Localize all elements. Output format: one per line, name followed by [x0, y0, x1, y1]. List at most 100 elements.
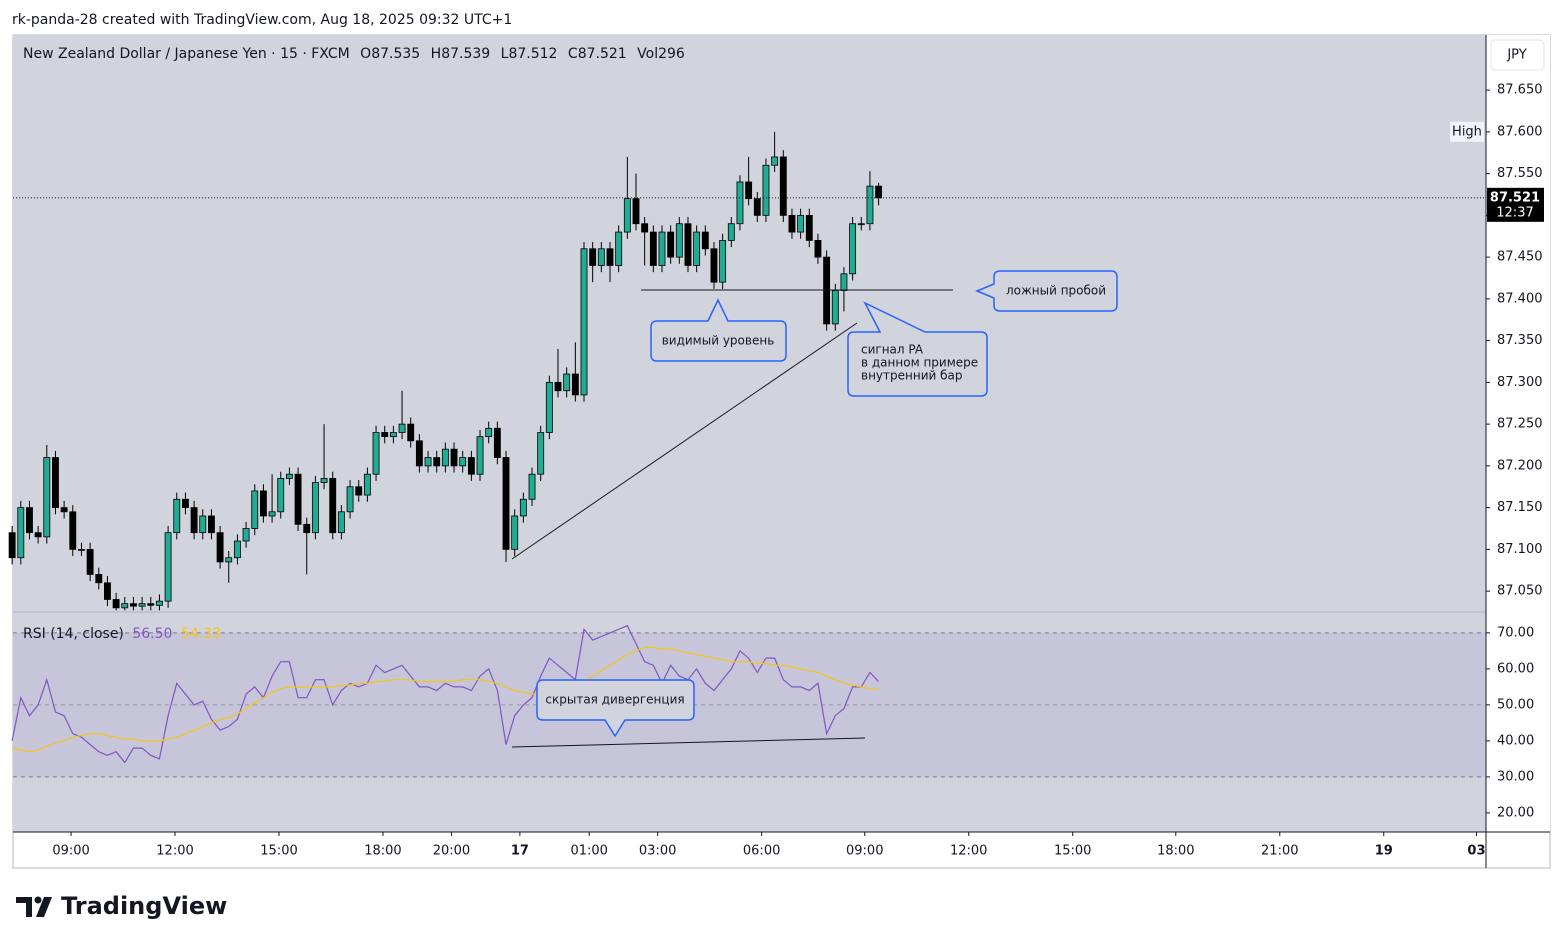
x-tick-label: 15:00	[1054, 844, 1091, 859]
candle-body	[736, 181, 744, 225]
candle-body	[450, 448, 458, 467]
x-tick-label: 15:00	[260, 844, 297, 859]
x-tick-label: 12:00	[156, 844, 193, 859]
legend: New Zealand Dollar / Japanese Yen · 15 ·…	[23, 46, 685, 62]
legend-value: 87.535	[371, 46, 420, 62]
y-tick-label: 87.600	[1497, 124, 1543, 139]
candle-body	[511, 515, 519, 550]
candle-body	[762, 164, 770, 216]
y-tick-label: 20.00	[1497, 805, 1534, 820]
candle-body	[580, 248, 588, 396]
y-tick-label: 87.650	[1497, 83, 1543, 98]
candle-body	[623, 198, 631, 233]
x-tick-label: 17	[511, 844, 529, 859]
y-tick-label: 87.550	[1497, 166, 1543, 181]
legend-key: Vol	[637, 46, 658, 62]
candle-body	[701, 231, 709, 250]
candle-body	[86, 548, 94, 575]
rsi-title: RSI (14, close)	[23, 626, 124, 642]
candle-body	[710, 248, 718, 283]
candle-body	[104, 582, 111, 600]
candle-body	[805, 214, 813, 241]
candle-body	[545, 381, 553, 433]
legend-key: H	[431, 46, 442, 62]
legend-key: C	[568, 46, 578, 62]
y-tick-label: 40.00	[1497, 733, 1534, 748]
candle-body	[251, 490, 259, 529]
x-tick-label: 06:00	[743, 844, 780, 859]
y-tick-label: 87.300	[1497, 375, 1543, 390]
candle-body	[164, 532, 172, 602]
rsi-value: 56.50	[132, 626, 172, 642]
candle-body	[138, 603, 146, 607]
candle-body	[693, 231, 701, 266]
candle-body	[372, 432, 380, 475]
y-tick-label: 87.250	[1497, 417, 1543, 432]
candle-body	[233, 540, 241, 559]
candle-body	[407, 423, 415, 442]
candle-body	[173, 498, 181, 534]
candle-body	[381, 432, 389, 438]
y-tick-label: 70.00	[1497, 625, 1534, 640]
currency-button[interactable]	[1490, 39, 1545, 71]
candle-body	[788, 214, 796, 233]
candle-body	[485, 427, 493, 438]
candle-body	[476, 436, 484, 475]
candle-body	[493, 427, 501, 458]
candle-body	[259, 490, 267, 517]
candle-body	[597, 248, 605, 266]
candle-body	[840, 273, 848, 291]
candle-body	[615, 231, 623, 266]
candle-body	[26, 507, 33, 534]
callout-text: внутренний бар	[861, 369, 962, 383]
candle-body	[225, 557, 233, 563]
candle-body	[875, 185, 883, 199]
candle-body	[268, 511, 276, 517]
candle-body	[857, 223, 865, 226]
callout-text: ложный пробой	[1006, 284, 1106, 298]
candle-body	[632, 198, 640, 225]
plot	[8, 131, 1486, 778]
countdown: 12:37	[1496, 205, 1533, 220]
legend-key: O	[360, 46, 371, 62]
candle-body	[181, 498, 189, 509]
candle-body	[467, 457, 475, 475]
candle-body	[537, 432, 545, 475]
candle-body	[849, 223, 857, 275]
candle-body	[823, 256, 831, 325]
legend-value: 296	[658, 46, 685, 62]
legend-value: 87.512	[508, 46, 557, 62]
candle-body	[207, 515, 215, 534]
candle-body	[346, 486, 354, 513]
candle-body	[398, 423, 406, 433]
candle-body	[571, 373, 579, 396]
x-tick-label: 19	[1375, 844, 1393, 859]
candle-body	[519, 498, 527, 517]
logo	[16, 896, 52, 917]
candle-body	[363, 473, 371, 496]
candle-body	[779, 156, 787, 216]
y-tick-label: 87.150	[1497, 500, 1543, 515]
candle-body	[355, 486, 363, 496]
x-tick-label: 18:00	[1157, 844, 1194, 859]
candle-body	[43, 457, 51, 538]
candle-body	[866, 185, 874, 225]
candle-body	[112, 599, 120, 609]
candle-body	[78, 548, 85, 551]
x-tick-label: 09:00	[52, 844, 89, 859]
candle-body	[502, 457, 510, 550]
x-tick-label: 03:00	[639, 844, 676, 859]
high-marker-box	[1450, 121, 1484, 142]
candle-body	[814, 240, 822, 258]
rsi-line	[11, 624, 880, 764]
currency[interactable]: JPY	[1506, 48, 1526, 63]
y-tick-label: 87.450	[1497, 250, 1543, 265]
high-marker-label: High	[1452, 124, 1482, 139]
callout	[650, 298, 787, 362]
candle-body	[8, 532, 16, 559]
candle-body	[337, 511, 345, 534]
candle-body	[727, 223, 735, 241]
credit: rk-panda-28 created with TradingView.com…	[12, 12, 512, 28]
candle-body	[684, 223, 692, 266]
callout-text: в данном примере	[861, 356, 978, 370]
